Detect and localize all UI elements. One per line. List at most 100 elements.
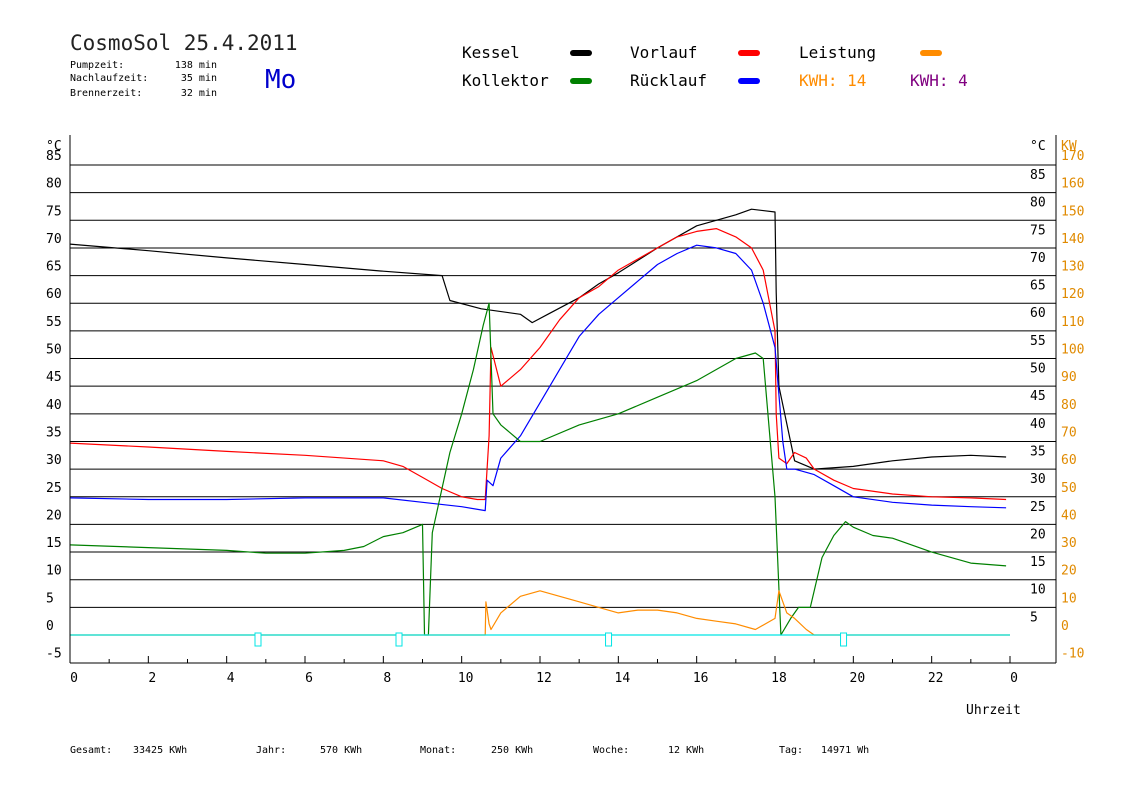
legend-kwh-orange: KWH: 14 [799, 71, 866, 90]
y-tick-left-5: 5 [46, 591, 54, 606]
x-tick-6: 12 [536, 671, 552, 686]
legend-label-kessel: Kessel [462, 43, 520, 62]
footer-monat-value: 250 KWh [491, 745, 533, 756]
y-tick-right-c-40: 40 [1030, 417, 1046, 432]
grid [70, 164, 1056, 608]
y-tick-left-60: 60 [46, 287, 62, 302]
legend-swatch-vorlauf [738, 50, 760, 56]
y-tick-left--5: -5 [46, 647, 62, 662]
y-tick-right-kw-150: 150 [1061, 204, 1084, 219]
y-tick-right-kw-50: 50 [1061, 481, 1077, 496]
legend-kwh-purple: KWH: 4 [910, 71, 968, 90]
y-tick-right-kw-160: 160 [1061, 177, 1084, 192]
y-tick-left-35: 35 [46, 425, 62, 440]
y-axis-label-right-kw: KW [1061, 139, 1077, 154]
legend-swatch-kollektor [570, 78, 592, 84]
x-tick-5: 10 [458, 671, 474, 686]
legend-swatch-kessel [570, 50, 592, 56]
y-tick-left-85: 85 [46, 149, 62, 164]
y-tick-right-c-85: 85 [1030, 168, 1046, 183]
series-layer [69, 208, 1010, 647]
y-tick-right-kw-0: 0 [1061, 619, 1069, 634]
y-tick-right-kw-10: 10 [1061, 591, 1077, 606]
y-tick-right-c-15: 15 [1030, 555, 1046, 570]
x-tick-3: 6 [305, 671, 313, 686]
legend-label-vorlauf: Vorlauf [630, 43, 697, 62]
x-tick-9: 18 [771, 671, 787, 686]
y-tick-right-kw-40: 40 [1061, 508, 1077, 523]
axes [69, 135, 1057, 664]
y-tick-right-kw-130: 130 [1061, 260, 1084, 275]
y-tick-left-75: 75 [46, 204, 62, 219]
series-line-r-cklauf [69, 244, 1007, 512]
y-tick-left-80: 80 [46, 177, 62, 192]
y-tick-right-c-5: 5 [1030, 610, 1038, 625]
y-tick-right-c-10: 10 [1030, 583, 1046, 598]
footer-gesamt-value: 33425 KWh [133, 745, 187, 756]
pump-marker-2 [605, 632, 613, 647]
y-tick-left-30: 30 [46, 453, 62, 468]
legend-label-leistung: Leistung [799, 43, 876, 62]
pump-marker-3 [840, 632, 848, 647]
y-tick-left-70: 70 [46, 232, 62, 247]
y-tick-right-kw-100: 100 [1061, 343, 1084, 358]
y-tick-left-45: 45 [46, 370, 62, 385]
footer-monat-label: Monat: [420, 745, 456, 756]
y-tick-right-c-20: 20 [1030, 527, 1046, 542]
y-axis-label-left: °C [46, 139, 62, 154]
series-line-kollektor [69, 302, 1007, 636]
y-tick-right-kw-80: 80 [1061, 398, 1077, 413]
pumpzeit-label: Pumpzeit: [70, 60, 124, 71]
x-tick-12: 0 [1010, 671, 1018, 686]
x-tick-11: 22 [928, 671, 944, 686]
x-axis-label: Uhrzeit [966, 703, 1021, 718]
pump-marker-1 [395, 632, 403, 647]
y-tick-left-20: 20 [46, 508, 62, 523]
y-tick-right-c-25: 25 [1030, 500, 1046, 515]
series-line-vorlauf [69, 228, 1007, 501]
y-tick-left-25: 25 [46, 481, 62, 496]
y-tick-right-kw-170: 170 [1061, 149, 1084, 164]
brennerzeit-label: Brennerzeit: [70, 88, 142, 99]
y-tick-left-15: 15 [46, 536, 62, 551]
brennerzeit-value: 32 min [181, 88, 217, 99]
y-tick-right-kw--10: -10 [1061, 647, 1084, 662]
y-tick-right-kw-30: 30 [1061, 536, 1077, 551]
y-tick-right-c-70: 70 [1030, 251, 1046, 266]
y-tick-right-kw-120: 120 [1061, 287, 1084, 302]
footer-gesamt-label: Gesamt: [70, 745, 112, 756]
y-tick-right-kw-70: 70 [1061, 425, 1077, 440]
y-tick-right-c-30: 30 [1030, 472, 1046, 487]
y-tick-right-kw-20: 20 [1061, 564, 1077, 579]
y-tick-left-40: 40 [46, 398, 62, 413]
footer-woche-value: 12 KWh [668, 745, 704, 756]
y-tick-left-50: 50 [46, 343, 62, 358]
x-tick-4: 8 [383, 671, 391, 686]
series-line-kessel [69, 208, 1007, 470]
y-tick-right-c-75: 75 [1030, 223, 1046, 238]
footer-tag-label: Tag: [779, 745, 803, 756]
y-tick-left-0: 0 [46, 619, 54, 634]
footer-woche-label: Woche: [593, 745, 629, 756]
legend-swatch-ruecklauf [738, 78, 760, 84]
weekday-label: Mo [265, 65, 296, 95]
pump-marker-0 [254, 632, 262, 647]
footer-jahr-label: Jahr: [256, 745, 286, 756]
legend-swatch-leistung [920, 50, 942, 56]
x-tick-7: 14 [615, 671, 631, 686]
x-tick-0: 0 [70, 671, 78, 686]
y-tick-left-65: 65 [46, 260, 62, 275]
y-tick-right-kw-60: 60 [1061, 453, 1077, 468]
y-tick-right-c-55: 55 [1030, 334, 1046, 349]
footer-jahr-value: 570 KWh [320, 745, 362, 756]
y-tick-right-c-60: 60 [1030, 306, 1046, 321]
y-tick-left-10: 10 [46, 564, 62, 579]
footer-stats: Gesamt: 33425 KWh Jahr: 570 KWh Monat: 2… [70, 745, 869, 756]
tick-labels: 8580757065605550454035302520151050-58580… [46, 149, 1084, 686]
x-tick-8: 16 [693, 671, 709, 686]
legend-label-ruecklauf: Rücklauf [630, 71, 707, 90]
x-tick-10: 20 [850, 671, 866, 686]
legend-label-kollektor: Kollektor [462, 71, 549, 90]
y-tick-right-c-35: 35 [1030, 444, 1046, 459]
